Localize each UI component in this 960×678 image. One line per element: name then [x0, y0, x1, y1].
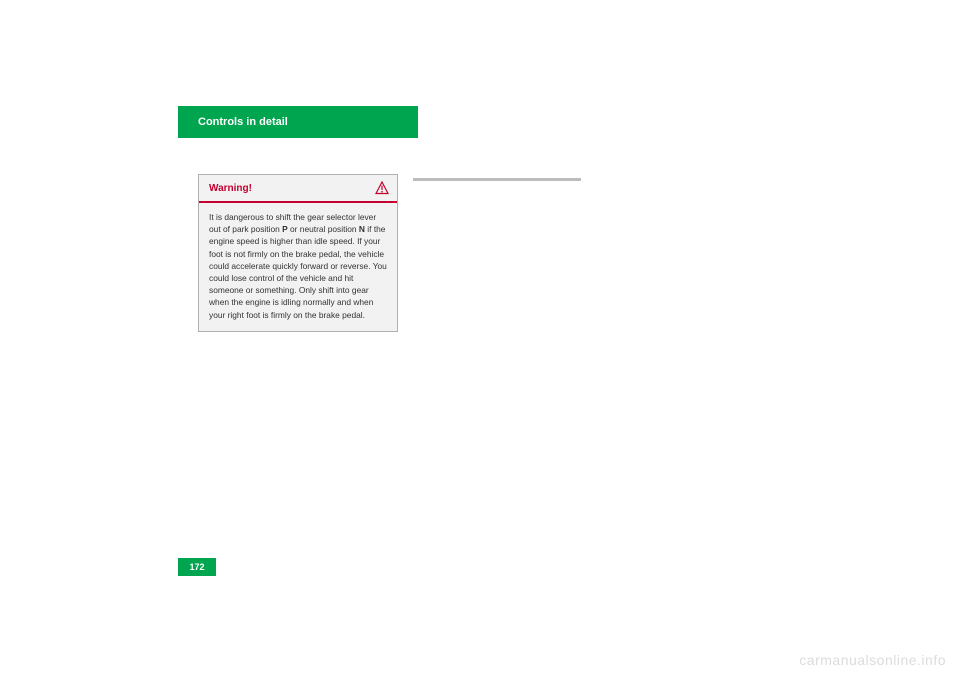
warning-header: Warning!	[199, 175, 397, 203]
page-number-value: 172	[189, 562, 204, 572]
warning-text-post: if the engine speed is higher than idle …	[209, 224, 387, 319]
warning-box: Warning! It is dangerous to shift the ge…	[198, 174, 398, 332]
section-header: Controls in detail	[178, 106, 418, 138]
manual-page: Controls in detail Warning! It is danger…	[178, 90, 782, 580]
warning-triangle-icon	[375, 181, 389, 195]
warning-text-mid1: or neutral position	[288, 224, 359, 234]
warning-label: Warning!	[209, 183, 252, 194]
column-divider-bar	[413, 178, 581, 181]
warning-body: It is dangerous to shift the gear select…	[199, 203, 397, 331]
watermark: carmanualsonline.info	[799, 652, 946, 668]
page-number: 172	[178, 558, 216, 576]
column-1: Warning! It is dangerous to shift the ge…	[198, 174, 398, 332]
section-title: Controls in detail	[198, 116, 288, 128]
